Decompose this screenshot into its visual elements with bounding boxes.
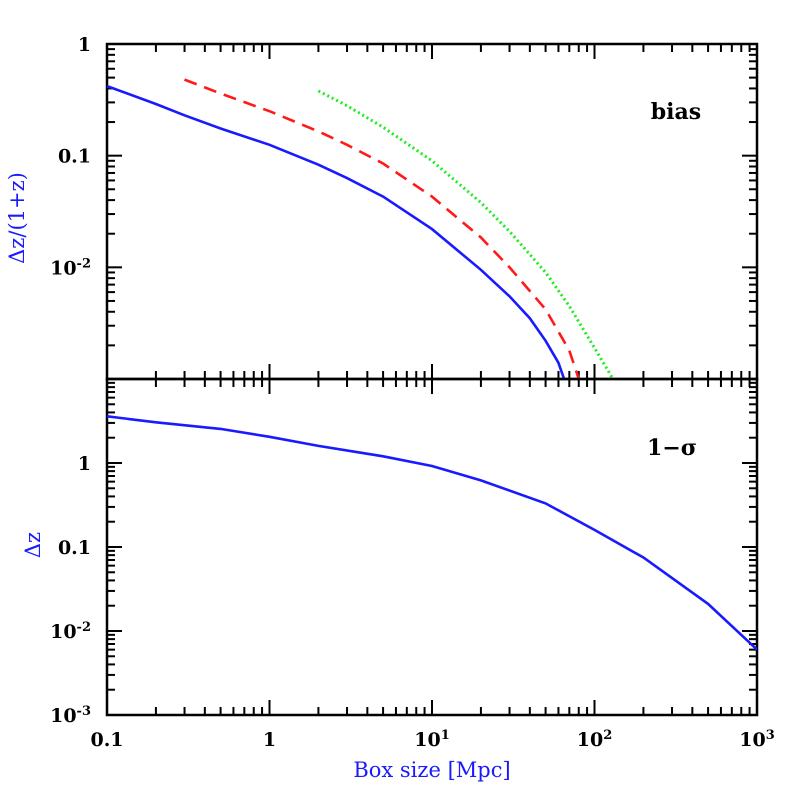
top-panel-annotation: bias (651, 99, 701, 125)
x-axis-label: Box size [Mpc] (353, 758, 510, 782)
bottom-y-tick-label: 10-3 (50, 704, 91, 727)
bottom-panel: 10.110-210-30.1 1 101 102 103 (50, 377, 775, 751)
bottom-panel-annotation: 1−σ (647, 435, 697, 461)
bottom-x-tick-label: 101 (414, 728, 450, 751)
top-series-3-line (317, 89, 615, 379)
top-y-tick-label: 10-2 (50, 256, 91, 279)
bottom-y-tick-label: 10-2 (50, 620, 91, 643)
top-series-1-line (107, 84, 566, 379)
top-panel: 1 0.1 10-2 (50, 34, 759, 381)
bottom-x-tick-label: 0.1 (90, 729, 123, 751)
bottom-y-axis-label: Δz (21, 532, 45, 558)
top-y-tick-label: 1 (78, 34, 91, 56)
bottom-x-tick-label: 102 (577, 728, 613, 751)
bottom-x-tick-label: 103 (739, 728, 775, 751)
top-y-axis-label: Δz/(1+z) (5, 172, 29, 264)
bottom-series-1-line (107, 415, 757, 651)
top-series-2-line (184, 78, 581, 379)
bottom-plot-frame (105, 377, 759, 717)
top-y-tick-label: 0.1 (58, 146, 91, 168)
top-plot-frame (105, 42, 759, 381)
bottom-y-tick-label: 1 (78, 453, 91, 475)
bottom-x-tick-label: 1 (263, 729, 276, 751)
bottom-y-tick-label: 0.1 (58, 537, 91, 559)
